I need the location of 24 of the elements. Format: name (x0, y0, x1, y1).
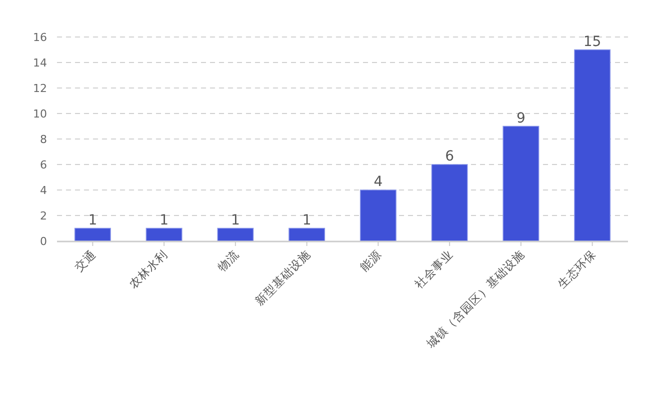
x-tick-label: 新型基础设施 (252, 247, 313, 308)
data-label: 1 (160, 212, 169, 228)
y-tick-label: 6 (40, 158, 47, 172)
y-tick-label: 16 (33, 31, 47, 44)
y-tick-label: 10 (33, 108, 47, 120)
x-tick-label: 能源 (357, 247, 384, 274)
data-label: 4 (374, 174, 383, 190)
data-label: 1 (302, 212, 312, 228)
y-tick-label: 4 (40, 184, 47, 197)
x-tick-label: 社会事业 (412, 247, 456, 292)
y-tick-label: 2 (40, 210, 47, 222)
x-tick-label: 农林水利 (126, 247, 170, 292)
data-label: 6 (445, 148, 454, 164)
y-tick-label: 14 (33, 56, 47, 70)
data-label: 1 (88, 212, 98, 228)
data-label: 15 (583, 34, 602, 50)
y-tick-label: 12 (33, 82, 47, 95)
y-tick-label: 0 (40, 235, 47, 248)
data-label: 9 (516, 110, 526, 126)
x-tick-label: 生态环保 (554, 247, 598, 292)
x-tick-label: 交通 (72, 247, 99, 274)
y-tick-label: 8 (40, 133, 47, 146)
x-tick-label: 物流 (214, 247, 242, 274)
data-label: 1 (230, 212, 240, 228)
